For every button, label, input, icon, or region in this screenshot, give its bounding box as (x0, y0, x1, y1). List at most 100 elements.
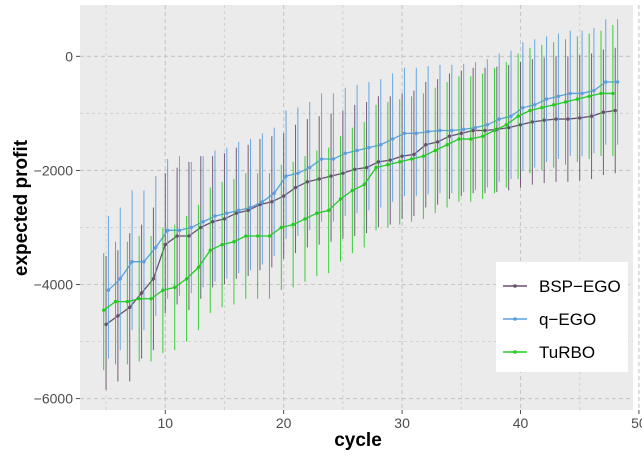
data-point (355, 148, 359, 153)
y-axis: 0 −2000 −4000 −6000 (34, 48, 80, 407)
data-point (303, 217, 307, 221)
data-point (589, 114, 594, 118)
data-point (438, 128, 442, 133)
series-2 (101, 24, 615, 371)
legend-label: q−EGO (539, 310, 596, 329)
data-point (367, 145, 371, 150)
data-point (506, 125, 511, 130)
legend-label: TuRBO (539, 343, 595, 362)
y-tick-label: −4000 (34, 277, 74, 293)
data-point (433, 148, 437, 153)
data-point (187, 234, 191, 238)
data-point (364, 165, 369, 170)
data-point (248, 205, 253, 210)
data-point (587, 94, 591, 98)
data-point (236, 208, 241, 213)
data-point (556, 94, 561, 98)
data-point (580, 91, 584, 96)
data-point (509, 114, 513, 118)
data-point (260, 200, 265, 204)
data-point (426, 129, 430, 134)
data-point (246, 208, 250, 213)
data-point (568, 91, 572, 96)
data-point (222, 217, 227, 221)
data-point (106, 288, 111, 292)
data-point (542, 118, 546, 122)
data-point (279, 225, 284, 230)
series-1 (106, 19, 620, 359)
data-point (125, 299, 130, 304)
data-point (267, 234, 272, 238)
data-point (409, 157, 414, 161)
data-point (435, 140, 440, 144)
data-point (220, 242, 224, 247)
data-point (232, 240, 236, 244)
x-tick-label: 20 (276, 415, 292, 431)
data-point (196, 265, 201, 270)
x-tick-label: 50 (631, 415, 642, 431)
data-point (480, 134, 485, 138)
legend-key-point (513, 284, 517, 288)
data-point (291, 222, 295, 227)
data-point (319, 157, 324, 161)
data-point (611, 91, 615, 96)
data-point (234, 211, 239, 215)
series-line (103, 92, 613, 311)
data-point (374, 165, 378, 170)
data-point (137, 297, 141, 301)
data-point (184, 277, 189, 281)
data-point (447, 134, 452, 138)
data-point (457, 137, 461, 141)
data-point (225, 211, 229, 215)
data-point (388, 158, 392, 162)
x-tick-label: 10 (157, 415, 173, 431)
data-point (305, 180, 310, 184)
data-point (575, 97, 580, 101)
data-point (244, 234, 248, 238)
data-point (533, 103, 537, 107)
data-point (530, 120, 535, 124)
data-point (104, 322, 108, 327)
data-point (528, 108, 532, 113)
data-point (281, 194, 286, 198)
data-point (461, 127, 466, 132)
data-point (402, 131, 407, 136)
data-point (497, 117, 501, 121)
data-point (613, 108, 617, 113)
legend-label: BSP−EGO (539, 277, 621, 296)
data-point (139, 291, 144, 295)
data-point (615, 80, 620, 84)
major-grid (80, 5, 640, 410)
y-axis-title: expected profit (11, 139, 32, 276)
legend-item: BSP−EGO (503, 277, 621, 296)
data-point (154, 245, 158, 250)
data-point (326, 208, 331, 213)
data-point (469, 137, 473, 141)
data-point (551, 103, 556, 107)
y-tick-label: −2000 (34, 162, 74, 178)
legend-item: q−EGO (503, 310, 596, 329)
series-line (107, 81, 618, 291)
data-point (390, 137, 395, 141)
data-point (473, 125, 478, 130)
data-point (601, 110, 606, 114)
data-point (599, 91, 603, 96)
x-axis: 10 20 30 40 50 (157, 410, 642, 431)
data-point (113, 299, 118, 304)
data-point (521, 105, 525, 110)
data-point (343, 151, 347, 156)
data-point (563, 100, 568, 104)
data-point (400, 154, 404, 158)
data-point (376, 160, 381, 164)
data-point (272, 191, 276, 195)
series-layer (101, 19, 620, 391)
data-point (412, 152, 416, 157)
data-point (151, 277, 156, 281)
data-point (128, 305, 132, 310)
data-point (163, 242, 167, 247)
data-point (149, 297, 153, 301)
data-point (341, 171, 345, 175)
x-tick-label: 30 (394, 415, 410, 431)
data-point (504, 123, 508, 127)
